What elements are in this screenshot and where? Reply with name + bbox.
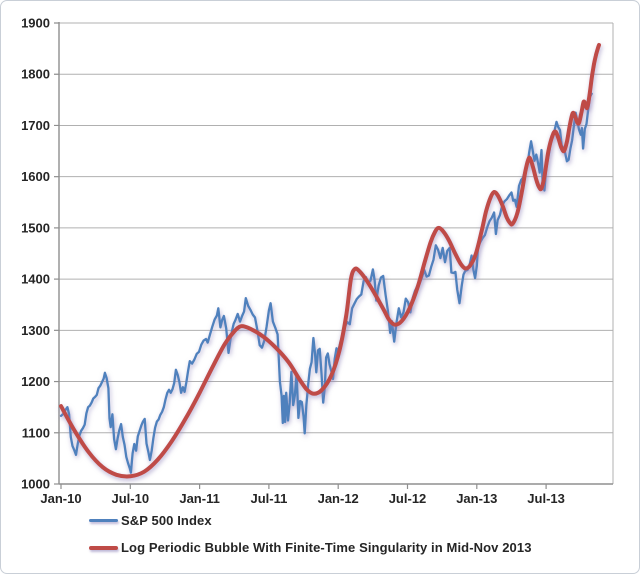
axes <box>54 22 613 489</box>
sp500-line <box>59 92 593 474</box>
y-tick-label: 1700 <box>21 118 50 133</box>
log-periodic-line-swatch <box>89 545 118 550</box>
sp500-log-periodic-chart: 1000 1100 1200 1300 1400 1500 1600 1700 1800 1900… <box>21 16 614 507</box>
y-tick-label: 1600 <box>21 169 50 184</box>
sp500-legend-label: S&P 500 Index <box>121 513 212 528</box>
sp500-line-swatch <box>89 519 118 522</box>
y-tick-label: 1400 <box>21 272 50 287</box>
x-tick-label: Jul-13 <box>527 491 565 506</box>
y-tick-label: 1000 <box>21 477 50 492</box>
x-tick-label: Jan-10 <box>40 491 81 506</box>
y-tick-label: 1300 <box>21 323 50 338</box>
data-series <box>59 43 601 479</box>
x-tick-label: Jan-12 <box>318 491 359 506</box>
log-periodic-legend-label: Log Periodic Bubble With Finite-Time Sin… <box>121 540 532 555</box>
x-tick-label: Jan-13 <box>456 491 497 506</box>
axis-tick-labels: 1000 1100 1200 1300 1400 1500 1600 1700 1800 1900… <box>21 16 565 507</box>
y-tick-label: 1200 <box>21 374 50 389</box>
y-tick-label: 1500 <box>21 220 50 235</box>
log-periodic-line <box>59 43 601 479</box>
legend-item-log-periodic: Log Periodic Bubble With Finite-Time Sin… <box>89 534 532 561</box>
x-tick-label: Jul-10 <box>112 491 150 506</box>
legend: S&P 500 Index Log Periodic Bubble With F… <box>89 507 532 561</box>
y-tick-label: 1800 <box>21 67 50 82</box>
y-tick-label: 1100 <box>22 425 50 440</box>
x-tick-label: Jul-12 <box>389 491 427 506</box>
x-tick-label: Jul-11 <box>250 491 287 506</box>
gridlines <box>59 22 614 485</box>
legend-item-sp500: S&P 500 Index <box>89 507 532 534</box>
x-tick-label: Jan-11 <box>179 491 219 506</box>
y-tick-label: 1900 <box>21 16 50 31</box>
